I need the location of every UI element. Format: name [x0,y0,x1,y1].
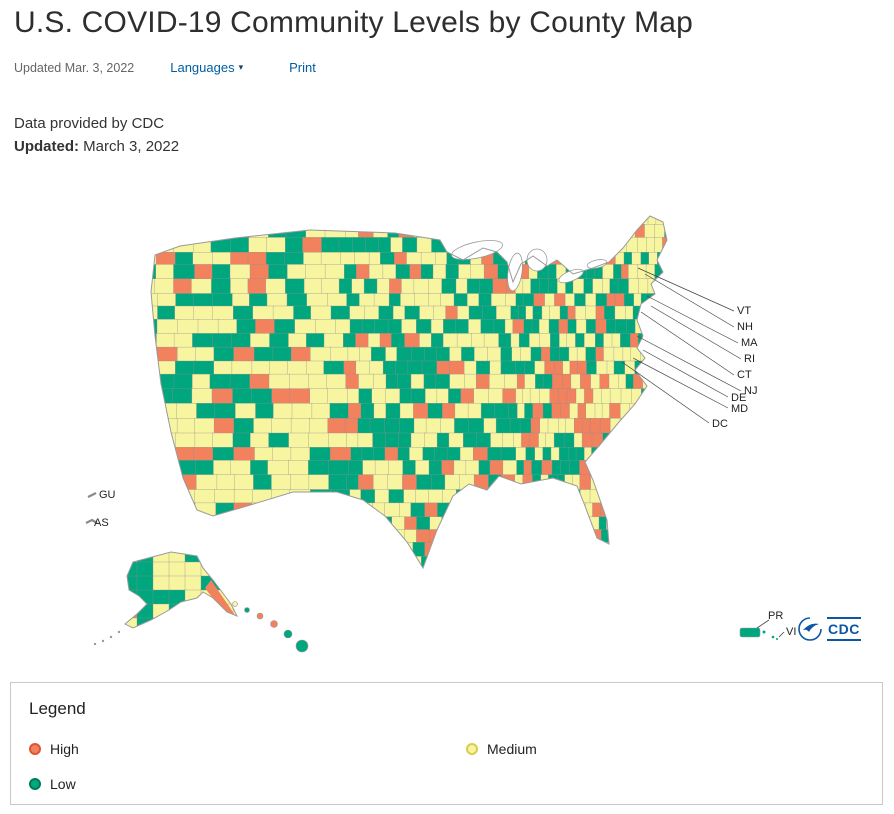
cdc-logo-text: CDC [827,616,861,642]
territory-label-pr: PR [768,610,784,622]
territory-label-gu: GU [99,489,116,501]
page-title: U.S. COVID-19 Community Levels by County… [14,6,694,39]
updated-text: Updated Mar. 3, 2022 [14,60,135,75]
legend-item-high: High [29,741,79,757]
map-svg[interactable] [85,200,855,670]
state-label-nj: NJ [744,385,758,397]
legend-label-low: Low [50,776,76,792]
territory-label-vi: VI [786,626,797,638]
state-label-vt: VT [737,305,752,317]
meta-row: Updated Mar. 3, 2022 Languages ▾ Print [14,60,362,75]
languages-label: Languages [170,60,235,75]
legend-title: Legend [29,699,86,718]
state-label-nh: NH [737,321,753,333]
high-swatch-icon [29,743,41,755]
updated-date: March 3, 2022 [83,138,180,155]
legend-item-medium: Medium [466,741,537,757]
hhs-logo-icon [798,617,822,641]
state-label-md: MD [731,403,749,415]
low-swatch-icon [29,778,41,790]
languages-link[interactable]: Languages ▾ [170,60,243,75]
us-county-map[interactable]: VT NH MA RI CT NJ DE MD DC GU AS PR VI C… [85,200,861,670]
updated-line: Updated: March 3, 2022 [14,135,179,158]
state-label-dc: DC [712,418,728,430]
medium-swatch-icon [466,743,478,755]
territory-label-as: AS [94,517,109,529]
state-label-ma: MA [741,337,758,349]
print-link[interactable]: Print [289,60,316,75]
legend-label-medium: Medium [487,741,537,757]
state-label-ct: CT [737,369,752,381]
state-label-ri: RI [744,353,755,365]
legend-label-high: High [50,741,79,757]
caret-down-icon: ▾ [238,62,244,72]
data-provider-block: Data provided by CDC Updated: March 3, 2… [14,112,179,158]
updated-label: Updated: [14,138,79,155]
state-label-de: DE [731,392,747,404]
data-provided-text: Data provided by CDC [14,115,165,132]
legend-item-low: Low [29,776,76,792]
cdc-logo: CDC [797,616,861,642]
legend-panel: Legend High Medium Low [10,682,883,805]
